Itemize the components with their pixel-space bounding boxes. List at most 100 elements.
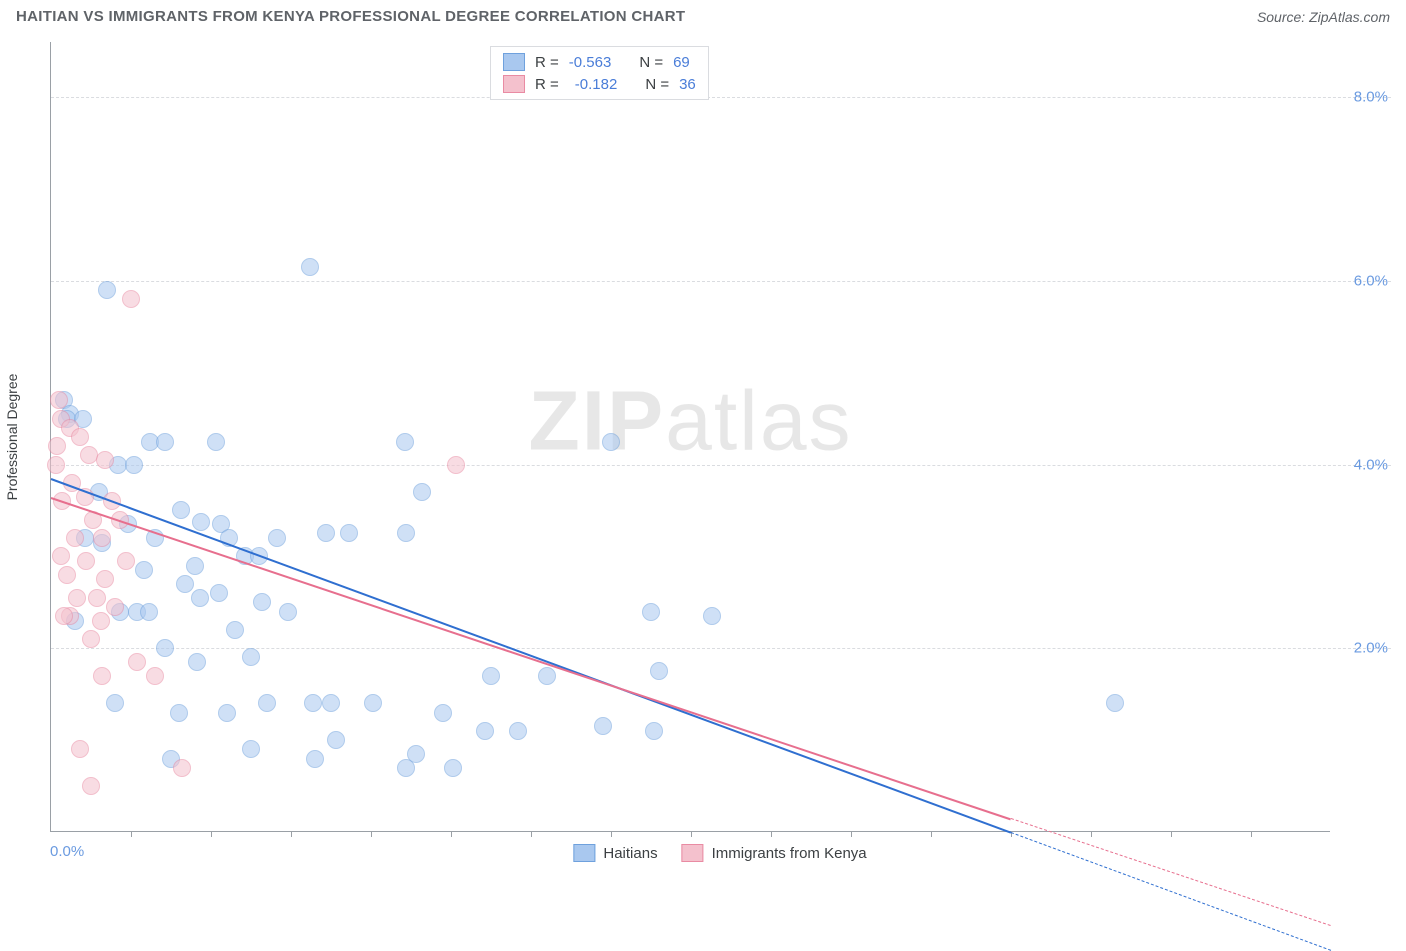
stats-n-val-0: 69 — [673, 54, 690, 71]
x-tick-mark — [771, 831, 772, 837]
x-tick-mark — [291, 831, 292, 837]
scatter-point-series-0 — [476, 722, 494, 740]
scatter-point-series-0 — [645, 722, 663, 740]
scatter-point-series-0 — [135, 561, 153, 579]
stats-r-label-1: R = — [535, 76, 559, 93]
scatter-point-series-0 — [397, 759, 415, 777]
scatter-point-series-1 — [82, 630, 100, 648]
chart-title: HAITIAN VS IMMIGRANTS FROM KENYA PROFESS… — [16, 8, 685, 25]
scatter-point-series-1 — [71, 740, 89, 758]
x-tick-mark — [611, 831, 612, 837]
stats-swatch-0 — [503, 53, 525, 71]
scatter-point-series-1 — [96, 451, 114, 469]
x-tick-mark — [851, 831, 852, 837]
legend: Haitians Immigrants from Kenya — [573, 844, 866, 862]
x-tick-mark — [931, 831, 932, 837]
scatter-point-series-1 — [173, 759, 191, 777]
scatter-point-series-0 — [650, 662, 668, 680]
legend-label-0: Haitians — [603, 845, 657, 862]
scatter-point-series-1 — [50, 391, 68, 409]
scatter-point-series-0 — [397, 524, 415, 542]
scatter-point-series-0 — [444, 759, 462, 777]
stats-swatch-1 — [503, 75, 525, 93]
scatter-point-series-1 — [48, 437, 66, 455]
y-axis-title: Professional Degree — [4, 374, 20, 501]
scatter-point-series-0 — [1106, 694, 1124, 712]
x-tick-mark — [1251, 831, 1252, 837]
scatter-point-series-0 — [413, 483, 431, 501]
scatter-point-series-0 — [125, 456, 143, 474]
legend-item-0: Haitians — [573, 844, 657, 862]
scatter-point-series-0 — [594, 717, 612, 735]
stats-r-val-1: -0.182 — [569, 76, 618, 93]
scatter-point-series-1 — [117, 552, 135, 570]
y-tick-label: 8.0% — [1338, 89, 1388, 106]
scatter-point-series-1 — [93, 667, 111, 685]
scatter-point-series-1 — [52, 547, 70, 565]
y-tick-label: 2.0% — [1338, 640, 1388, 657]
scatter-point-series-0 — [207, 433, 225, 451]
scatter-point-series-1 — [47, 456, 65, 474]
scatter-point-series-1 — [82, 777, 100, 795]
scatter-point-series-1 — [96, 570, 114, 588]
scatter-point-series-0 — [304, 694, 322, 712]
plot-area: ZIPatlas 2.0%4.0%6.0%8.0% — [50, 42, 1330, 832]
x-tick-mark — [211, 831, 212, 837]
scatter-point-series-0 — [140, 603, 158, 621]
legend-swatch-0 — [573, 844, 595, 862]
scatter-point-series-0 — [106, 694, 124, 712]
scatter-point-series-0 — [242, 740, 260, 758]
scatter-point-series-0 — [191, 589, 209, 607]
legend-item-1: Immigrants from Kenya — [682, 844, 867, 862]
y-tick-label: 4.0% — [1338, 456, 1388, 473]
scatter-point-series-0 — [482, 667, 500, 685]
scatter-point-series-0 — [176, 575, 194, 593]
scatter-point-series-0 — [210, 584, 228, 602]
scatter-point-series-0 — [258, 694, 276, 712]
scatter-point-series-1 — [106, 598, 124, 616]
scatter-point-series-0 — [538, 667, 556, 685]
scatter-point-series-0 — [703, 607, 721, 625]
scatter-point-series-0 — [602, 433, 620, 451]
scatter-point-series-0 — [317, 524, 335, 542]
scatter-point-series-0 — [306, 750, 324, 768]
gridline-h — [51, 465, 1391, 466]
scatter-point-series-0 — [253, 593, 271, 611]
chart-container: ZIPatlas 2.0%4.0%6.0%8.0% Professional D… — [50, 42, 1390, 832]
stats-n-label-1: N = — [645, 76, 669, 93]
stats-box: R = -0.563 N = 69 R = -0.182 N = 36 — [490, 46, 709, 100]
scatter-point-series-1 — [92, 612, 110, 630]
scatter-point-series-0 — [268, 529, 286, 547]
scatter-point-series-0 — [340, 524, 358, 542]
scatter-point-series-1 — [93, 529, 111, 547]
scatter-point-series-0 — [172, 501, 190, 519]
stats-row-1: R = -0.182 N = 36 — [503, 73, 696, 95]
gridline-h — [51, 97, 1391, 98]
x-tick-mark — [691, 831, 692, 837]
scatter-point-series-0 — [642, 603, 660, 621]
scatter-point-series-1 — [66, 529, 84, 547]
scatter-point-series-1 — [128, 653, 146, 671]
y-tick-label: 6.0% — [1338, 272, 1388, 289]
scatter-point-series-0 — [170, 704, 188, 722]
scatter-point-series-0 — [301, 258, 319, 276]
x-tick-mark — [1091, 831, 1092, 837]
scatter-point-series-1 — [68, 589, 86, 607]
scatter-point-series-0 — [226, 621, 244, 639]
scatter-point-series-1 — [55, 607, 73, 625]
scatter-point-series-1 — [71, 428, 89, 446]
scatter-point-series-1 — [146, 667, 164, 685]
scatter-point-series-0 — [509, 722, 527, 740]
legend-label-1: Immigrants from Kenya — [712, 845, 867, 862]
scatter-point-series-0 — [322, 694, 340, 712]
chart-header: HAITIAN VS IMMIGRANTS FROM KENYA PROFESS… — [0, 0, 1406, 29]
x-tick-mark — [131, 831, 132, 837]
x-tick-mark — [451, 831, 452, 837]
x-tick-mark — [1171, 831, 1172, 837]
stats-row-0: R = -0.563 N = 69 — [503, 51, 696, 73]
watermark: ZIPatlas — [528, 372, 852, 469]
scatter-point-series-0 — [156, 433, 174, 451]
scatter-point-series-1 — [122, 290, 140, 308]
x-tick-mark — [371, 831, 372, 837]
legend-swatch-1 — [682, 844, 704, 862]
